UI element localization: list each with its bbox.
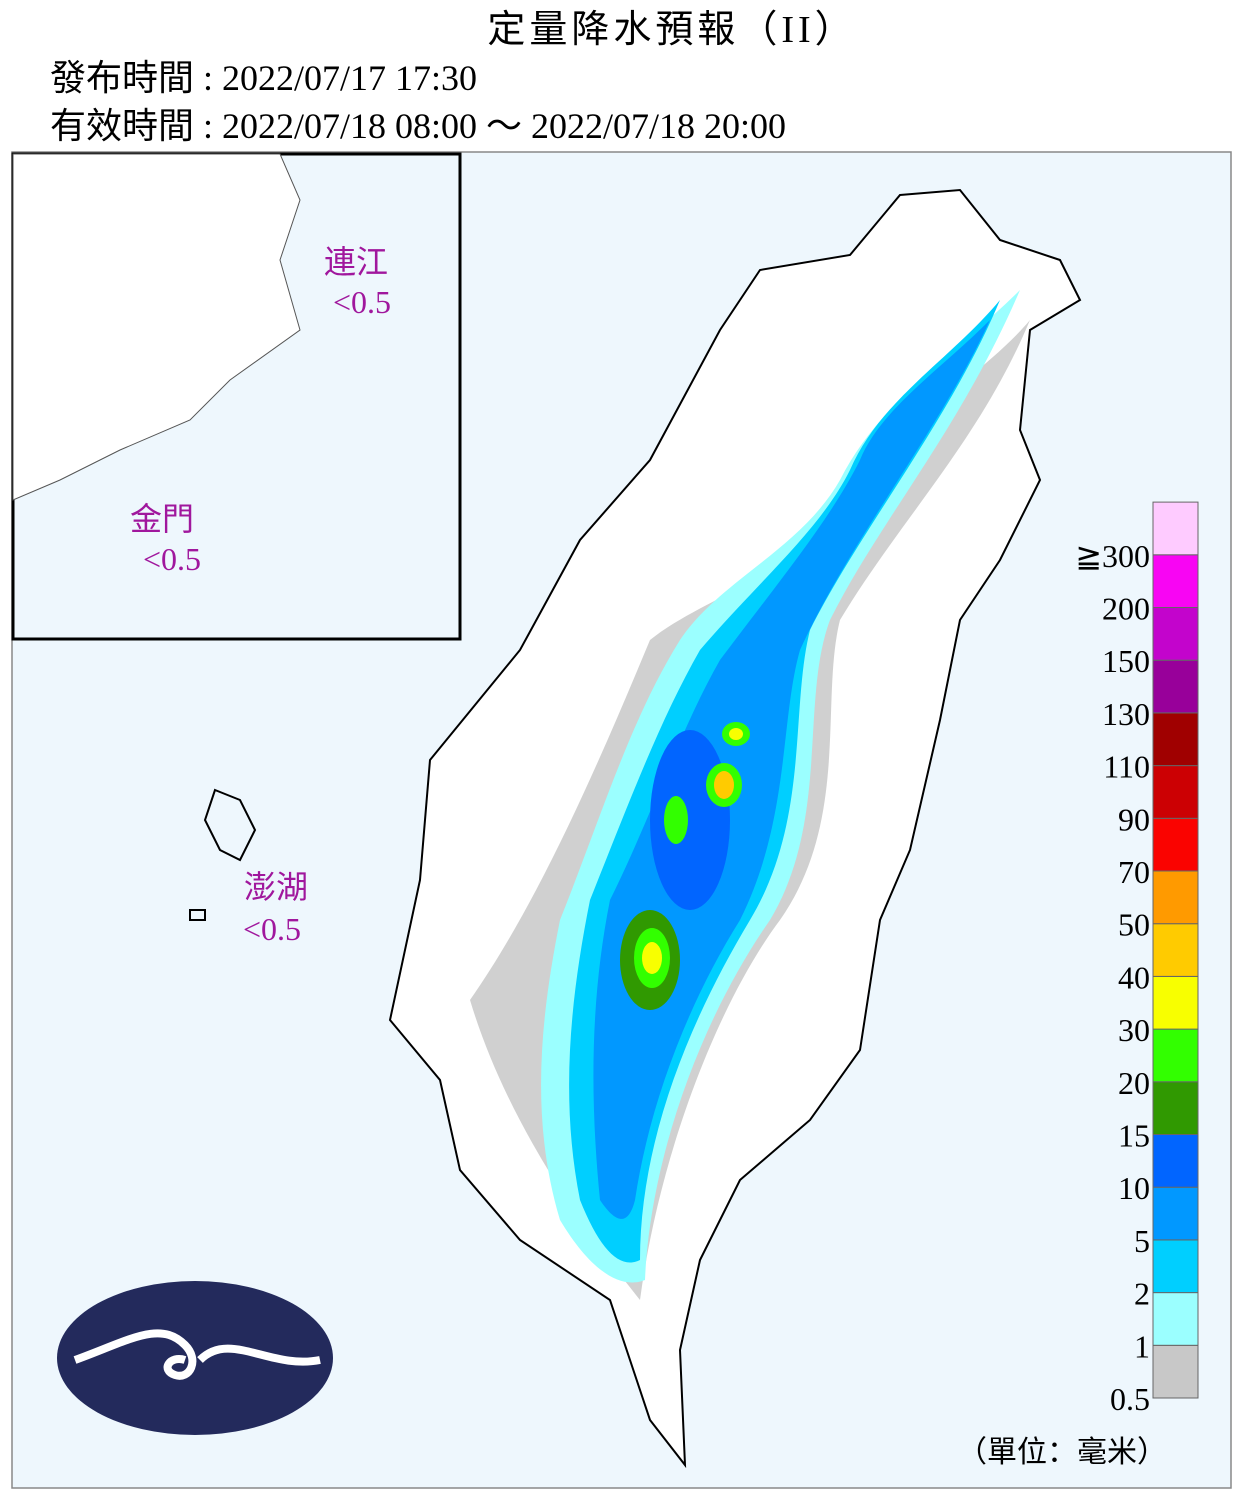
cwb-logo <box>57 1281 333 1435</box>
legend-label: 10 <box>1118 1170 1150 1206</box>
legend-label: 150 <box>1102 643 1150 679</box>
legend-swatch <box>1152 554 1199 608</box>
island-name: 連江 <box>324 244 388 280</box>
legend-swatch <box>1152 1292 1199 1346</box>
valid-time: 有效時間 : 2022/07/18 08:00 ～ 2022/07/18 20:… <box>50 106 786 146</box>
legend-label: 50 <box>1118 907 1150 943</box>
title: 定量降水預報（II） <box>487 9 856 51</box>
inset: 連江 <0.5 金門 <0.5 <box>11 152 462 641</box>
legend-swatch <box>1152 607 1199 661</box>
legend-swatch <box>1152 923 1199 977</box>
legend-swatch <box>1152 659 1199 714</box>
island-value: <0.5 <box>143 541 201 577</box>
legend-label: 130 <box>1102 696 1150 732</box>
island-value: <0.5 <box>243 911 301 947</box>
penghu <box>189 788 257 921</box>
legend-label: 30 <box>1118 1012 1150 1048</box>
island-value: <0.5 <box>333 284 391 320</box>
legend-label: 200 <box>1102 591 1150 627</box>
legend-label: 15 <box>1118 1118 1150 1154</box>
legend-swatch <box>1152 765 1199 819</box>
legend-label: 70 <box>1118 854 1150 890</box>
legend-swatch <box>1152 501 1199 556</box>
island-name: 澎湖 <box>244 869 308 905</box>
legend-swatch <box>1152 975 1199 1030</box>
legend-swatch <box>1152 1134 1199 1188</box>
legend-swatch <box>1152 817 1199 872</box>
island-name: 金門 <box>130 501 194 537</box>
taiwan-map <box>388 188 1082 1469</box>
legend-swatch <box>1152 1239 1199 1294</box>
legend-label: 5 <box>1134 1223 1150 1259</box>
legend-label: 20 <box>1118 1065 1150 1101</box>
legend-swatch <box>1152 1186 1199 1241</box>
legend-swatch <box>1152 870 1199 925</box>
legend-label: 1 <box>1134 1328 1150 1364</box>
legend-unit: （單位：毫米） <box>957 1436 1167 1469</box>
legend-swatch <box>1152 1028 1199 1083</box>
legend-swatch <box>1152 1344 1199 1399</box>
legend: 0.5 1 2 5 10 15 20 30 40 50 70 90 110 130 150 200 ≧300 <box>1075 501 1199 1417</box>
legend-label: 90 <box>1118 801 1150 837</box>
legend-label: ≧300 <box>1075 538 1150 574</box>
legend-label: 2 <box>1134 1276 1150 1312</box>
legend-label: 40 <box>1118 959 1150 995</box>
issued-time: 發布時間 : 2022/07/17 17:30 <box>50 58 477 98</box>
legend-label: 110 <box>1103 749 1150 785</box>
legend-swatch <box>1152 1081 1199 1136</box>
legend-swatch <box>1152 712 1199 767</box>
legend-label: 0.5 <box>1110 1381 1150 1417</box>
